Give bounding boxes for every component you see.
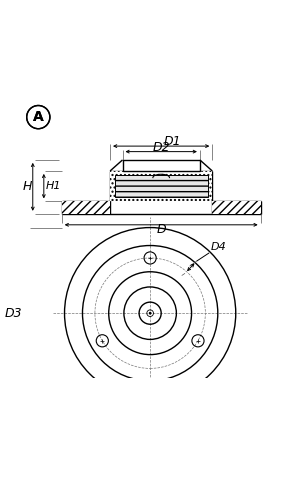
Text: D2: D2 — [152, 141, 170, 154]
Bar — [123, 160, 200, 171]
Text: H: H — [23, 180, 33, 193]
Text: D: D — [156, 223, 166, 236]
Bar — [115, 175, 208, 197]
Text: D3: D3 — [5, 307, 22, 320]
Text: A: A — [33, 110, 44, 124]
Text: H1: H1 — [45, 181, 61, 191]
Text: A: A — [33, 110, 44, 124]
Text: D1: D1 — [164, 135, 181, 148]
Bar — [62, 201, 110, 214]
Text: D4: D4 — [210, 241, 226, 252]
Bar — [212, 201, 261, 214]
Bar — [110, 171, 212, 201]
Circle shape — [149, 312, 152, 314]
